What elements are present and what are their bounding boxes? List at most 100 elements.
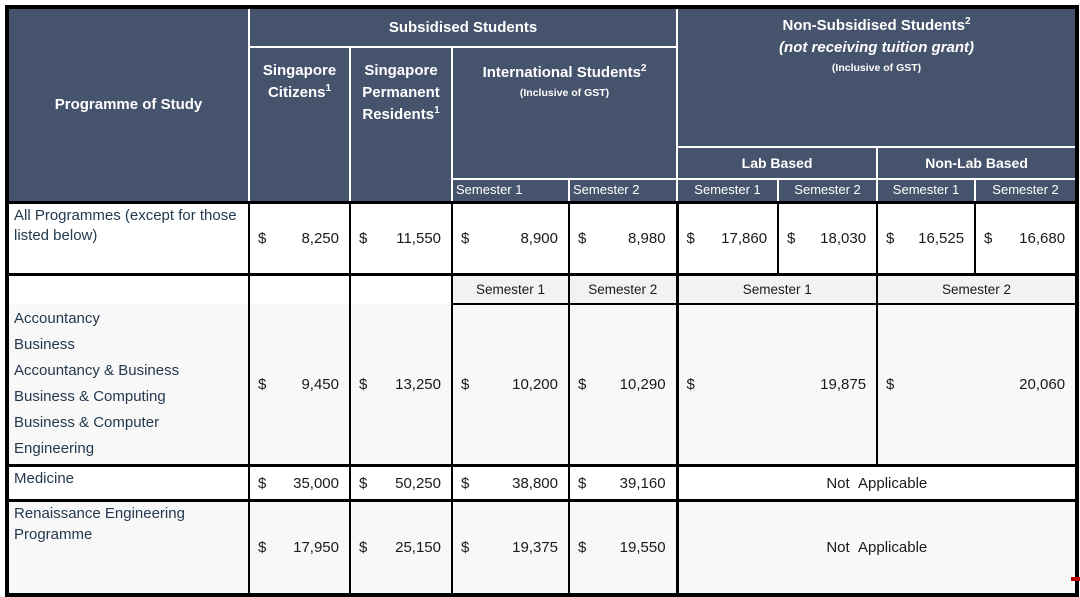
international-students-title: International Students2 [482,63,647,81]
col-header-lab-semester-2: Semester 2 [777,177,879,204]
non-subsidised-title: Non-Subsidised Students2 [782,16,971,34]
fee-amount: 10,200 [512,376,558,394]
col-header-international-semester-1: Semester 1 [451,177,570,204]
col-header-lab-based: Lab Based [676,146,879,180]
fee-cell-allprog-non-lab-s1: $16,525 [876,200,977,276]
currency-symbol: $ [578,539,587,557]
fee-cell-allprog-non-lab-s2: $16,680 [974,200,1079,276]
currency-symbol: $ [359,539,368,557]
footnote-marker: 2 [640,63,647,74]
col-header-singapore-permanent-residents: Singapore Permanent Residents1 [349,45,453,204]
fee-cell-business-international-s1: $10,200 [451,303,570,468]
col-header-lab-semester-1: Semester 1 [676,177,780,204]
currency-symbol: $ [578,376,587,394]
fees-table-page: Programme of Study Subsidised Students N… [5,5,1080,597]
fee-cell-allprog-international-s1: $8,900 [451,200,570,276]
row-label-business-group: Accountancy Business Accountancy & Busin… [6,304,250,468]
fee-cell-allprog-singapore-pr: $11,550 [349,200,453,276]
fee-amount: 8,980 [628,229,666,247]
col-header-singapore-citizens: Singapore Citizens1 [248,45,351,204]
group-header-subsidised-students: Subsidised Students [247,6,679,48]
fee-cell-renaissance-international-s1: $19,375 [451,499,570,596]
fee-amount: 19,375 [512,539,558,557]
col-header-programme-of-study: Programme of Study [6,5,250,204]
fee-amount: 16,680 [1019,229,1066,247]
fee-cell-allprog-singapore-citizens: $8,250 [248,200,351,276]
fee-amount: 9,450 [301,375,339,393]
band-international-semester-1: Semester 1 [451,273,570,306]
fee-amount: 19,550 [619,539,666,557]
fee-cell-medicine-singapore-pr: $50,250 [349,464,453,503]
international-gst-note: (Inclusive of GST) [519,86,610,99]
fee-cell-business-international-s2: $10,290 [567,303,679,468]
currency-symbol: $ [578,474,587,492]
footnote-marker: 2 [965,16,971,27]
band-empty-programme [6,273,250,305]
fee-cell-renaissance-singapore-citizens: $17,950 [248,499,351,596]
fee-cell-business-singapore-citizens: $9,450 [248,304,351,468]
currency-symbol: $ [258,229,267,247]
currency-symbol: $ [461,376,470,394]
currency-symbol: $ [686,376,695,394]
non-subsidised-gst-note: (Inclusive of GST) [831,61,922,74]
fee-amount: 17,860 [721,229,768,247]
fee-amount: 39,160 [619,474,666,492]
fee-amount: 38,800 [512,474,558,492]
col-header-non-lab-based: Non-Lab Based [876,146,1079,180]
clipped-red-mark [1071,577,1080,581]
currency-symbol: $ [461,474,470,492]
col-header-international-students: International Students2 (Inclusive of GS… [450,46,679,180]
fee-amount: 13,250 [395,375,441,393]
fee-cell-medicine-singapore-citizens: $35,000 [248,464,351,503]
programme-name: Business [14,336,75,354]
not-applicable-cell-renaissance: Not Applicable [675,499,1079,596]
fee-cell-business-non-subsidised-s1: $19,875 [675,303,879,468]
fee-amount: 25,150 [395,539,441,557]
tuition-fees-table: Programme of Study Subsidised Students N… [5,5,1080,597]
band-non-subsidised-semester-1: Semester 1 [675,273,879,306]
programme-name: Business & Computing [14,388,166,406]
fee-amount: 18,030 [820,229,867,247]
fee-cell-medicine-international-s2: $39,160 [567,464,679,503]
currency-symbol: $ [359,229,368,247]
semester-subheader-band: Semester 1 Semester 2 Semester 1 Semeste… [6,273,1079,306]
programme-name: Accountancy [14,310,100,328]
currency-symbol: $ [258,375,267,393]
currency-symbol: $ [359,474,368,492]
currency-symbol: $ [359,375,368,393]
fee-cell-medicine-international-s1: $38,800 [451,464,570,503]
currency-symbol: $ [578,229,587,247]
group-header-non-subsidised-students: Non-Subsidised Students2 (not receiving … [676,6,1079,148]
not-applicable-cell-medicine: Not Applicable [675,464,1079,503]
fee-cell-renaissance-international-s2: $19,550 [567,499,679,596]
row-label-medicine: Medicine [6,464,250,503]
fee-amount: 19,875 [820,376,867,394]
programme-name: Accountancy & Business [14,362,180,380]
fee-cell-allprog-lab-s2: $18,030 [777,200,879,276]
fee-amount: 11,550 [396,229,441,247]
fee-amount: 20,060 [1019,376,1066,394]
currency-symbol: $ [686,229,695,247]
subsidised-students-label: Subsidised Students [388,18,538,36]
col-header-non-lab-semester-1: Semester 1 [876,177,977,204]
row-label-all-programmes: All Programmes (except for those listed … [6,200,250,276]
fee-cell-renaissance-singapore-pr: $25,150 [349,499,453,596]
programme-of-study-label: Programme of Study [54,96,203,114]
fee-cell-business-singapore-pr: $13,250 [349,304,453,468]
table-row-renaissance: Renaissance Engineering Programme $17,95… [6,499,1079,596]
row-label-renaissance: Renaissance Engineering Programme [6,499,250,596]
fee-cell-allprog-lab-s1: $17,860 [675,200,780,276]
footnote-marker: 1 [325,82,332,94]
col-header-non-lab-semester-2: Semester 2 [974,177,1079,204]
table-row-medicine: Medicine $35,000 $50,250 $38,800 $39,160… [6,464,1079,503]
currency-symbol: $ [886,376,895,394]
band-empty-singapore-pr [349,273,453,305]
fee-amount: 16,525 [918,229,965,247]
fee-cell-allprog-international-s2: $8,980 [567,200,679,276]
band-empty-singapore-citizens [248,273,351,305]
fee-amount: 17,950 [293,539,339,557]
table-row-all-programmes: All Programmes (except for those listed … [6,200,1079,276]
currency-symbol: $ [886,229,895,247]
non-subsidised-subtitle: (not receiving tuition grant) [779,38,975,56]
fee-amount: 8,250 [301,229,339,247]
